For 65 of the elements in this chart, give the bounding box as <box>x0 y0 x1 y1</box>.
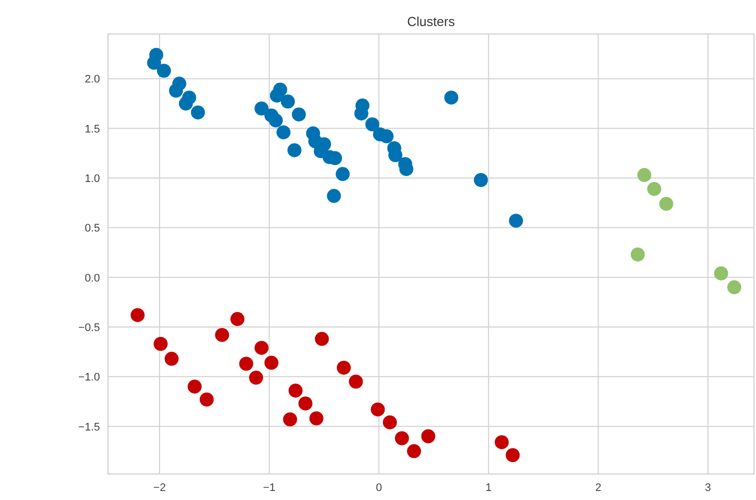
x-tick-label: 3 <box>704 482 711 494</box>
point <box>380 129 394 144</box>
point <box>288 384 303 398</box>
point <box>309 411 324 426</box>
point <box>421 429 436 444</box>
point <box>494 435 509 450</box>
point <box>270 88 284 103</box>
point <box>714 266 728 280</box>
point <box>370 402 385 416</box>
y-tick-label: −1.0 <box>78 372 100 384</box>
point <box>280 94 295 109</box>
chart-title: Clusters <box>407 14 456 29</box>
point <box>348 374 363 389</box>
y-tick-label: 1.0 <box>84 173 100 186</box>
point <box>147 56 162 70</box>
point <box>287 143 302 158</box>
point <box>336 360 351 375</box>
y-tick-label: 0.0 <box>84 272 100 284</box>
point <box>727 280 742 294</box>
point <box>506 448 520 462</box>
point <box>254 340 269 355</box>
point <box>365 117 380 132</box>
point <box>326 188 341 203</box>
point <box>215 328 230 342</box>
point <box>298 396 312 410</box>
point <box>659 196 674 211</box>
point <box>164 352 179 366</box>
y-tick-label: 1.5 <box>84 123 100 136</box>
point <box>169 84 183 98</box>
point <box>254 101 269 116</box>
y-tick-label: −1.5 <box>78 421 100 434</box>
point <box>156 64 171 78</box>
point <box>276 125 290 140</box>
point <box>637 168 652 182</box>
x-tick-label: −2 <box>153 482 166 494</box>
point <box>314 332 329 346</box>
point <box>188 380 202 394</box>
point <box>130 308 145 322</box>
point <box>154 336 168 351</box>
point <box>630 247 645 262</box>
point <box>283 412 298 426</box>
point <box>382 415 397 430</box>
point <box>407 444 421 458</box>
point <box>292 107 306 122</box>
point <box>178 96 193 111</box>
x-tick-label: 2 <box>595 482 602 494</box>
point <box>230 312 244 326</box>
y-tick-label: −0.5 <box>78 322 100 334</box>
x-tick-label: 0 <box>376 482 382 494</box>
point <box>200 392 214 407</box>
y-tick-label: 0.5 <box>84 222 100 235</box>
point <box>474 173 488 188</box>
x-tick-label: −1 <box>262 482 276 494</box>
point <box>239 356 254 371</box>
point <box>394 431 409 446</box>
point <box>190 105 205 120</box>
point <box>264 356 278 370</box>
point <box>647 182 662 196</box>
point <box>336 167 350 182</box>
point <box>268 113 283 128</box>
point <box>509 214 523 228</box>
x-tick-label: 1 <box>486 482 492 494</box>
point <box>249 370 264 385</box>
point <box>444 90 458 105</box>
y-tick-label: 2.0 <box>84 74 100 86</box>
